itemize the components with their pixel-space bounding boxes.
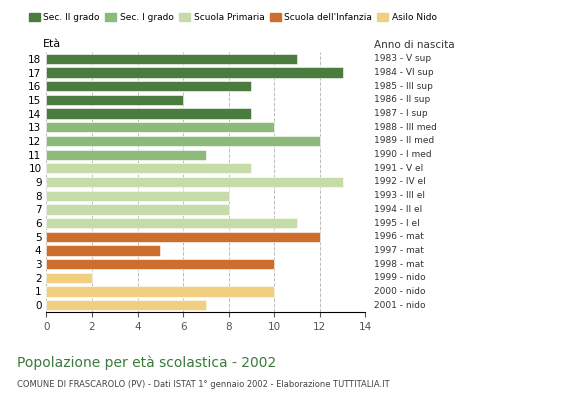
Text: 1996 - mat: 1996 - mat bbox=[374, 232, 424, 241]
Text: 1987 - I sup: 1987 - I sup bbox=[374, 109, 427, 118]
Bar bbox=[46, 204, 229, 214]
Bar bbox=[46, 218, 297, 228]
Bar bbox=[46, 190, 229, 201]
Text: 1990 - I med: 1990 - I med bbox=[374, 150, 432, 159]
Text: 1993 - III el: 1993 - III el bbox=[374, 191, 425, 200]
Text: Anno di nascita: Anno di nascita bbox=[374, 40, 455, 50]
Text: 1991 - V el: 1991 - V el bbox=[374, 164, 423, 173]
Bar bbox=[46, 108, 252, 119]
Bar bbox=[46, 177, 343, 187]
Text: 1988 - III med: 1988 - III med bbox=[374, 123, 437, 132]
Bar bbox=[46, 232, 320, 242]
Text: 1983 - V sup: 1983 - V sup bbox=[374, 54, 431, 63]
Bar bbox=[46, 286, 274, 297]
Bar bbox=[46, 136, 320, 146]
Legend: Sec. II grado, Sec. I grado, Scuola Primaria, Scuola dell'Infanzia, Asilo Nido: Sec. II grado, Sec. I grado, Scuola Prim… bbox=[26, 10, 440, 26]
Text: COMUNE DI FRASCAROLO (PV) - Dati ISTAT 1° gennaio 2002 - Elaborazione TUTTITALIA: COMUNE DI FRASCAROLO (PV) - Dati ISTAT 1… bbox=[17, 380, 390, 389]
Text: Popolazione per età scolastica - 2002: Popolazione per età scolastica - 2002 bbox=[17, 356, 277, 370]
Text: 1986 - II sup: 1986 - II sup bbox=[374, 95, 430, 104]
Bar bbox=[46, 95, 183, 105]
Text: 1997 - mat: 1997 - mat bbox=[374, 246, 424, 255]
Bar bbox=[46, 259, 274, 269]
Bar bbox=[46, 150, 206, 160]
Text: 2000 - nido: 2000 - nido bbox=[374, 287, 426, 296]
Text: 1994 - II el: 1994 - II el bbox=[374, 205, 422, 214]
Bar bbox=[46, 54, 297, 64]
Text: 1998 - mat: 1998 - mat bbox=[374, 260, 424, 269]
Text: 1995 - I el: 1995 - I el bbox=[374, 218, 420, 228]
Text: 1992 - IV el: 1992 - IV el bbox=[374, 178, 426, 186]
Text: 2001 - nido: 2001 - nido bbox=[374, 301, 426, 310]
Bar bbox=[46, 122, 274, 132]
Text: Età: Età bbox=[43, 39, 61, 49]
Text: 1984 - VI sup: 1984 - VI sup bbox=[374, 68, 434, 77]
Text: 1999 - nido: 1999 - nido bbox=[374, 273, 426, 282]
Text: 1985 - III sup: 1985 - III sup bbox=[374, 82, 433, 91]
Bar bbox=[46, 245, 160, 256]
Bar bbox=[46, 273, 92, 283]
Bar bbox=[46, 67, 343, 78]
Text: 1989 - II med: 1989 - II med bbox=[374, 136, 434, 146]
Bar bbox=[46, 163, 252, 174]
Bar bbox=[46, 300, 206, 310]
Bar bbox=[46, 81, 252, 91]
